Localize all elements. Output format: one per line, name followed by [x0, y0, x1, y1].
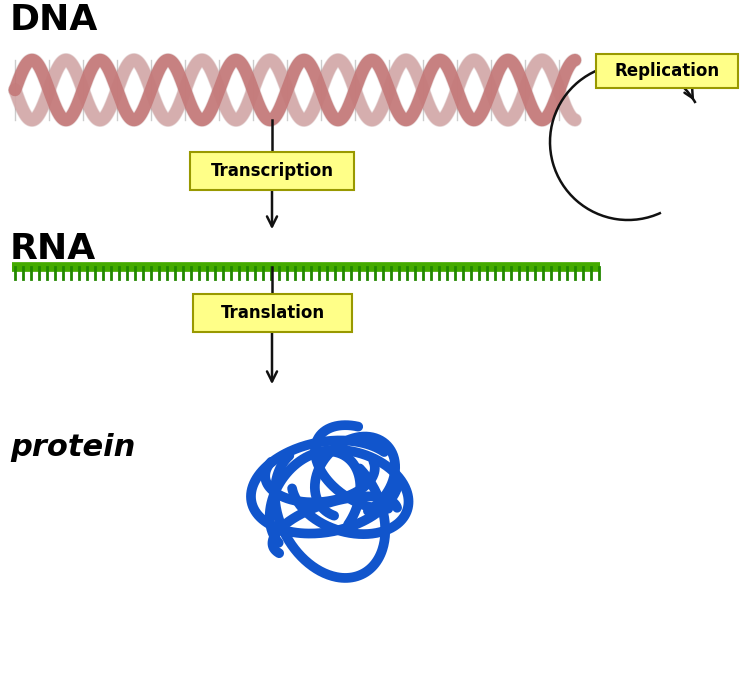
- Text: protein: protein: [10, 432, 135, 462]
- FancyBboxPatch shape: [596, 54, 738, 88]
- FancyBboxPatch shape: [190, 152, 354, 190]
- FancyBboxPatch shape: [193, 294, 352, 332]
- Text: DNA: DNA: [10, 3, 98, 37]
- Text: Transcription: Transcription: [210, 162, 333, 180]
- Text: Replication: Replication: [615, 62, 720, 80]
- Text: RNA: RNA: [10, 232, 96, 266]
- Text: Translation: Translation: [221, 304, 324, 322]
